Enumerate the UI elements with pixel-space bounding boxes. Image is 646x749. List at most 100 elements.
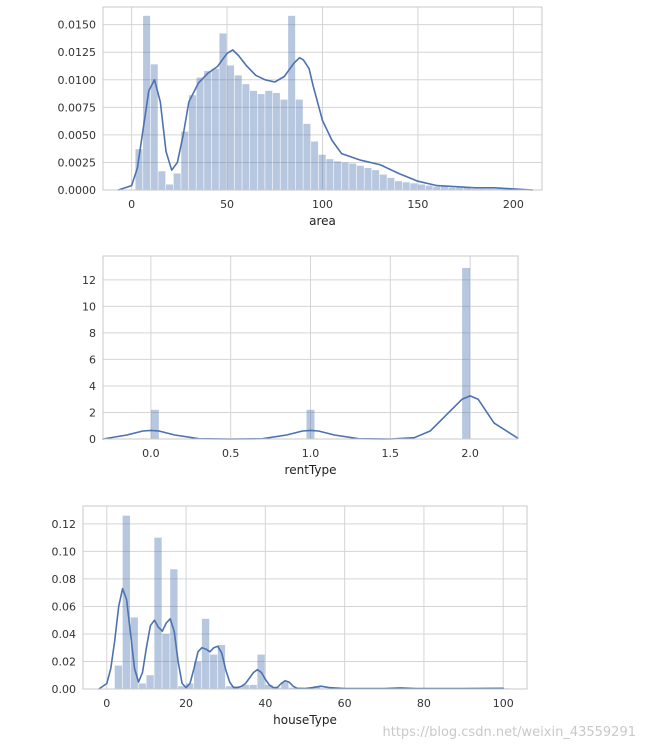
housetype-x-tick-label: 80 <box>417 697 431 710</box>
housetype-histogram-bar <box>186 683 194 689</box>
housetype-x-axis-label: houseType <box>273 713 337 727</box>
area-histogram-bar <box>311 141 319 190</box>
area-histogram-bar <box>318 154 326 190</box>
area-histogram-bar <box>433 186 441 190</box>
housetype-histogram-bar <box>289 687 297 689</box>
housetype-y-tick-label: 0.08 <box>52 573 77 586</box>
area-y-tick-label: 0.0050 <box>58 129 97 142</box>
area-histogram-bar <box>341 162 349 190</box>
housetype-histogram-bar <box>201 618 210 689</box>
area-x-tick-label: 0 <box>128 198 135 211</box>
renttype-x-tick-label: 1.5 <box>382 447 400 460</box>
renttype-x-tick-label: 0.0 <box>142 447 160 460</box>
housetype-plot-frame <box>82 505 528 690</box>
area-histogram-bar <box>204 70 212 190</box>
area-histogram-bar <box>395 181 403 190</box>
area-histogram-bar <box>249 90 258 190</box>
area-histogram-bar <box>135 149 143 190</box>
renttype-y-tick-label: 2 <box>89 406 96 419</box>
area-y-tick-label: 0.0150 <box>58 19 97 32</box>
housetype-histogram-bar <box>265 684 273 689</box>
area-histogram-bar <box>379 174 387 190</box>
watermark-text: https://blog.csdn.net/weixin_43559291 <box>382 725 636 740</box>
area-histogram-bar <box>448 187 456 190</box>
area-histogram-bar <box>265 90 273 190</box>
housetype-kde-line <box>98 587 505 690</box>
housetype-y-tick-label: 0.06 <box>52 600 77 613</box>
housetype-x-tick-label: 40 <box>258 697 272 710</box>
area-histogram-bar <box>479 188 487 190</box>
area-histogram-bar <box>410 183 418 190</box>
housetype-histogram-bar <box>178 686 186 689</box>
area-histogram-bar <box>471 188 479 190</box>
renttype-x-axis-label: rentType <box>285 463 337 477</box>
housetype-x-tick-label: 0 <box>103 697 110 710</box>
renttype-histogram-bar <box>306 409 315 439</box>
housetype-x-tick-label: 100 <box>493 697 514 710</box>
area-histogram-bar <box>196 77 204 190</box>
area-histogram-bar <box>211 68 219 190</box>
renttype-y-tick-label: 8 <box>89 327 96 340</box>
housetype-histogram-bar <box>249 684 257 689</box>
area-histogram-bar <box>456 187 464 190</box>
renttype-y-tick-label: 0 <box>89 433 96 446</box>
renttype-y-tick-label: 12 <box>82 274 96 287</box>
renttype-y-tick-label: 4 <box>89 380 96 393</box>
area-histogram-bar <box>333 161 341 190</box>
area-histogram-bar <box>387 177 395 190</box>
area-histogram-bar <box>356 165 364 190</box>
area-histogram-bar <box>181 131 189 190</box>
renttype-plot-frame <box>102 255 519 440</box>
housetype-histogram-bar <box>154 537 162 689</box>
housetype-histogram-bar <box>130 617 138 689</box>
area-histogram-bar <box>295 99 303 190</box>
area-x-tick-label: 50 <box>220 198 234 211</box>
area-histogram-bar <box>303 123 311 190</box>
area-histogram-bar <box>158 171 166 190</box>
area-histogram-bar <box>257 94 265 190</box>
area-histogram-bar <box>150 64 158 190</box>
area-histogram-bar <box>326 159 334 190</box>
area-histogram-bar <box>173 173 181 190</box>
area-histogram-bar <box>242 84 250 190</box>
area-histogram-bar <box>227 65 235 190</box>
area-histogram-bar <box>372 170 380 190</box>
housetype-x-tick-label: 60 <box>338 697 352 710</box>
housetype-histogram-bar <box>138 683 146 689</box>
area-histogram-bar <box>486 188 494 190</box>
area-y-tick-label: 0.0075 <box>58 101 97 114</box>
area-histogram-bar <box>402 182 410 190</box>
area-y-tick-label: 0.0100 <box>58 74 97 87</box>
housetype-histogram-bar <box>217 644 226 689</box>
renttype-x-tick-label: 1.0 <box>302 447 320 460</box>
area-histogram-bar <box>272 92 280 190</box>
area-x-tick-label: 200 <box>503 198 524 211</box>
housetype-histogram-bar <box>162 633 170 689</box>
renttype-histogram-bar <box>150 409 159 439</box>
area-y-tick-label: 0.0125 <box>58 46 97 59</box>
housetype-y-tick-label: 0.10 <box>52 545 77 558</box>
area-y-tick-label: 0.0000 <box>58 184 97 197</box>
area-histogram-bar <box>494 188 502 190</box>
area-histogram-bar <box>234 75 242 190</box>
area-histogram-bar <box>501 188 509 190</box>
area-histogram-bar <box>280 99 288 190</box>
renttype-kde-line <box>102 395 519 440</box>
housetype-y-tick-label: 0.12 <box>52 518 77 531</box>
housetype-x-tick-label: 20 <box>179 697 193 710</box>
area-histogram-bar <box>349 163 357 190</box>
renttype-x-tick-label: 0.5 <box>222 447 240 460</box>
area-histogram-bar <box>425 185 433 190</box>
area-histogram-bar <box>219 33 227 191</box>
renttype-y-tick-label: 10 <box>82 300 96 313</box>
housetype-histogram-bar <box>194 661 202 689</box>
housetype-histogram-bar <box>146 675 154 689</box>
housetype-y-tick-label: 0.02 <box>52 655 77 668</box>
area-histogram-bar <box>288 15 296 191</box>
area-histogram-bar <box>440 186 448 190</box>
area-kde-line <box>117 49 534 191</box>
area-histogram-panel: 0.0000 0.0025 0.0050 0.0075 0.0100 0.0125 0.01… <box>58 6 543 228</box>
housetype-y-tick-label: 0.04 <box>52 628 77 641</box>
housetype-histogram-bar <box>241 684 249 689</box>
